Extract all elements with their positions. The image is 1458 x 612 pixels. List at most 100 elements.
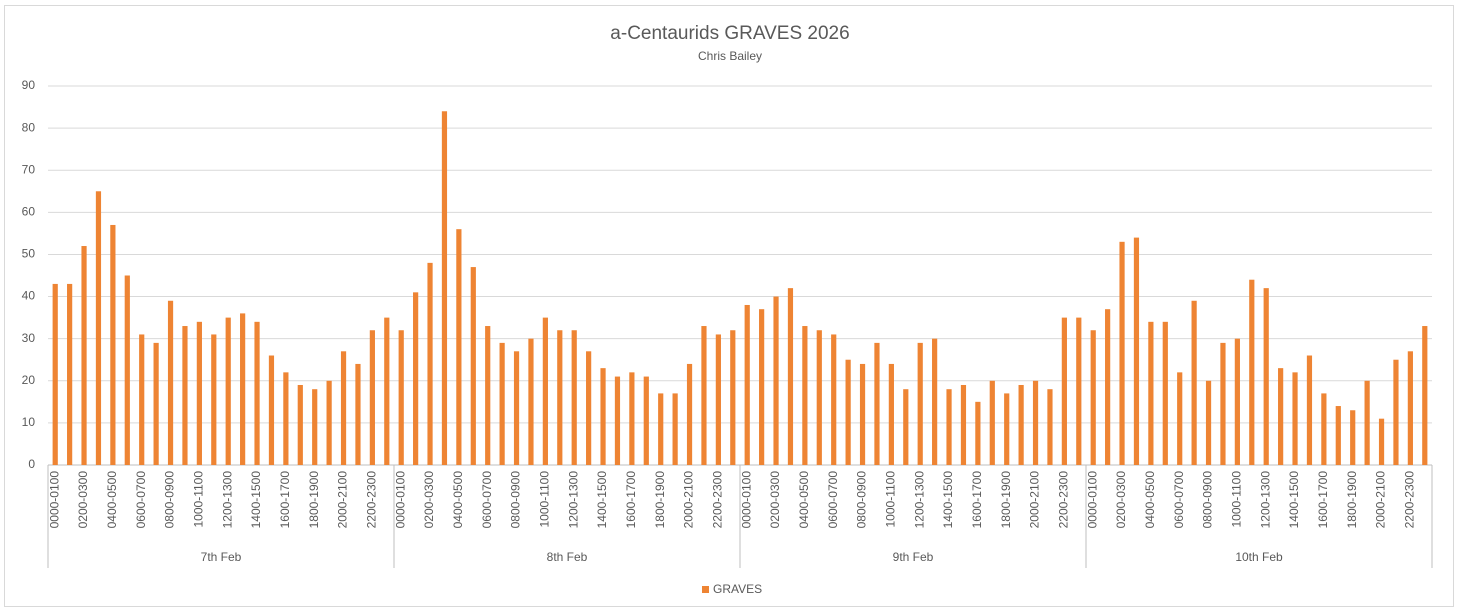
bar: [1076, 317, 1082, 465]
bar: [903, 389, 909, 465]
x-tick-label: 1600-1700: [278, 471, 292, 529]
chart-border: [4, 5, 1454, 607]
bar: [1407, 351, 1413, 465]
bar: [730, 330, 736, 465]
bar: [355, 363, 361, 465]
bar: [831, 334, 837, 465]
bar: [1018, 384, 1024, 465]
bar: [975, 401, 981, 465]
x-tick-label: 1800-1900: [999, 471, 1013, 529]
x-tick-label: 0000-0100: [739, 471, 753, 529]
chart-title: a-Centaurids GRAVES 2026: [610, 23, 849, 44]
bar: [153, 342, 159, 465]
x-tick-label: 1400-1500: [595, 471, 609, 529]
x-tick-label: 2200-2300: [1057, 471, 1071, 529]
x-tick-label: 0400-0500: [1143, 471, 1157, 529]
x-tick-label: 0400-0500: [105, 471, 119, 529]
x-tick-label: 0600-0700: [480, 471, 494, 529]
bar: [1133, 237, 1140, 465]
x-tick-label: 0400-0500: [451, 471, 465, 529]
x-tick-label: 0200-0300: [768, 471, 782, 529]
bar: [1148, 321, 1154, 465]
bar: [1321, 393, 1327, 465]
x-tick-label: 2000-2100: [682, 471, 696, 529]
x-tick-label: 0200-0300: [76, 471, 90, 529]
x-tick-label: 2200-2300: [1403, 471, 1417, 529]
bar: [1364, 380, 1370, 465]
bar: [1220, 342, 1226, 465]
bar: [1191, 300, 1197, 465]
bar: [1306, 355, 1313, 465]
bar: [95, 191, 102, 465]
bar: [413, 292, 419, 465]
bar: [1335, 406, 1341, 465]
bar: [802, 326, 808, 465]
x-tick-label: 0600-0700: [134, 471, 148, 529]
bar: [67, 283, 73, 465]
bar: [240, 313, 246, 465]
group-label: 7th Feb: [201, 550, 242, 564]
bar: [254, 321, 260, 465]
bar: [773, 296, 779, 465]
x-tick-label: 1600-1700: [1316, 471, 1330, 529]
bar: [312, 389, 318, 465]
x-tick-label: 0400-0500: [797, 471, 811, 529]
bar: [874, 342, 880, 465]
bar: [485, 326, 491, 465]
x-tick-label: 1200-1300: [220, 471, 234, 529]
bar: [1061, 317, 1067, 465]
bar: [1234, 338, 1240, 465]
bar: [340, 351, 347, 465]
bar: [499, 342, 505, 465]
x-tick-label: 2000-2100: [1374, 471, 1388, 529]
x-tick-label: 1800-1900: [307, 471, 321, 529]
x-tick-label: 0000-0100: [47, 471, 61, 529]
bar: [1105, 309, 1111, 465]
bar: [456, 229, 462, 465]
bar: [1162, 321, 1168, 465]
x-tick-label: 0600-0700: [1172, 471, 1186, 529]
bar: [110, 224, 116, 465]
y-tick-label: 70: [22, 162, 36, 176]
x-tick-label: 0200-0300: [1114, 471, 1128, 529]
bar: [557, 330, 563, 465]
x-tick-label: 0200-0300: [422, 471, 436, 529]
bar: [989, 380, 995, 465]
group-label: 10th Feb: [1235, 550, 1283, 564]
bar: [759, 309, 765, 465]
legend-swatch: [702, 586, 709, 593]
y-tick-label: 10: [22, 415, 36, 429]
bar: [1278, 368, 1284, 465]
bar: [384, 317, 390, 465]
bar: [182, 326, 188, 465]
x-tick-label: 0000-0100: [1085, 471, 1099, 529]
bar: [917, 342, 923, 465]
x-tick-label: 1000-1100: [538, 471, 552, 528]
bar: [1119, 241, 1125, 465]
bar: [744, 304, 750, 465]
bar: [528, 338, 534, 465]
y-tick-label: 50: [22, 247, 36, 261]
bar: [715, 334, 721, 465]
bar: [946, 389, 952, 465]
y-tick-label: 0: [28, 457, 35, 471]
bar: [643, 376, 649, 465]
bar: [124, 275, 130, 465]
x-tick-label: 2000-2100: [1028, 471, 1042, 529]
bar: [614, 376, 621, 465]
group-label: 8th Feb: [547, 550, 588, 564]
bar: [1177, 372, 1183, 465]
bar: [167, 300, 174, 465]
bar: [196, 321, 202, 465]
bar: [1393, 359, 1399, 465]
bar: [787, 288, 794, 465]
x-tick-label: 1800-1900: [1345, 471, 1359, 529]
y-tick-label: 80: [22, 120, 36, 134]
x-tick-label: 1400-1500: [249, 471, 263, 529]
bar: [1047, 389, 1053, 465]
x-tick-label: 2200-2300: [365, 471, 379, 529]
x-tick-label: 1000-1100: [1230, 471, 1244, 528]
bar: [600, 368, 606, 465]
bar: [888, 363, 894, 465]
x-tick-label: 1800-1900: [653, 471, 667, 529]
